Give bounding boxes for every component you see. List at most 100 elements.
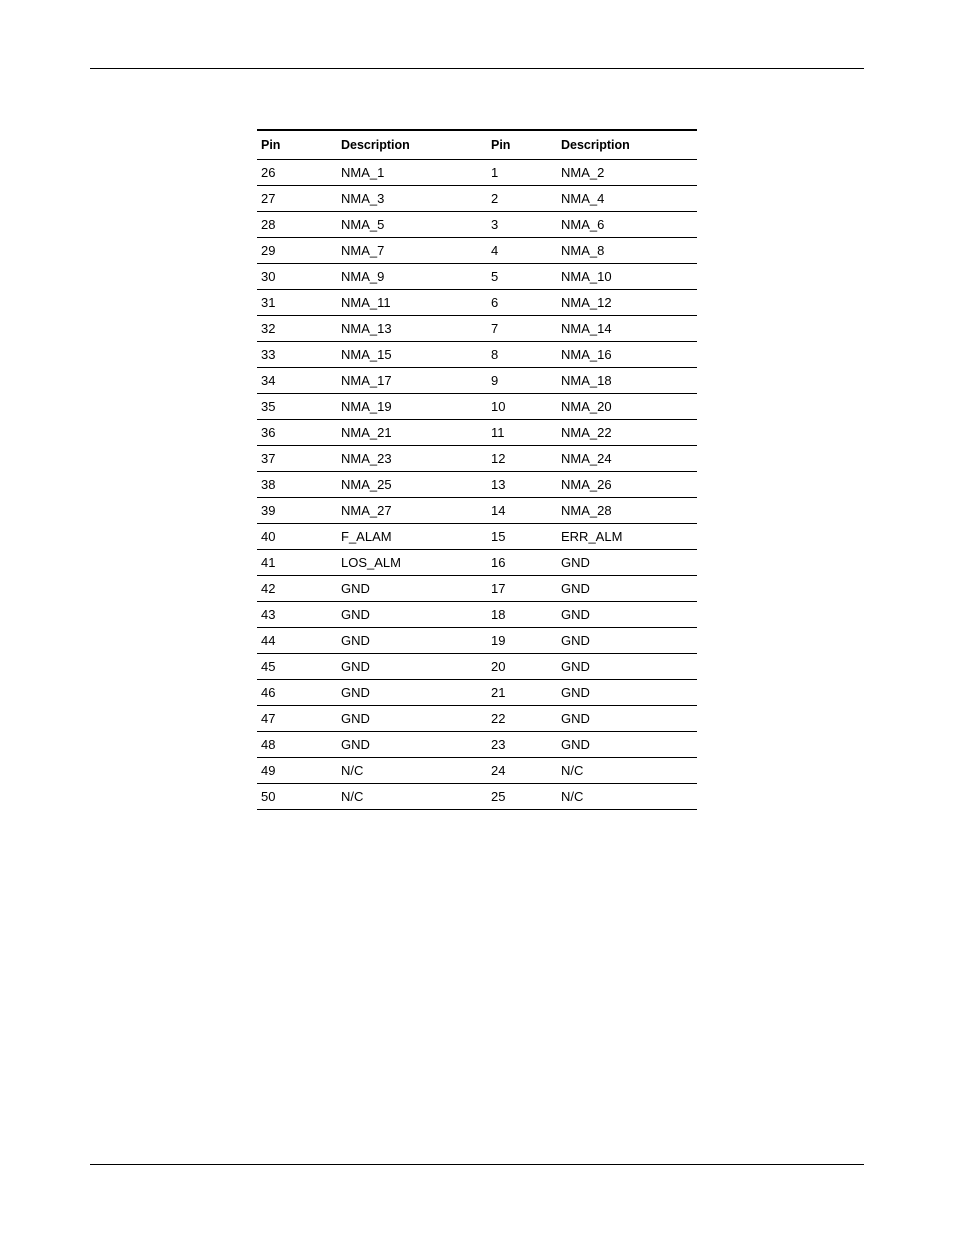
table-cell: NMA_21: [337, 420, 487, 446]
table-cell: 32: [257, 316, 337, 342]
table-cell: NMA_23: [337, 446, 487, 472]
table-cell: NMA_22: [557, 420, 697, 446]
table-row: 41LOS_ALM16GND: [257, 550, 697, 576]
table-cell: GND: [337, 654, 487, 680]
table-cell: 49: [257, 758, 337, 784]
column-header-pin-b: Pin: [487, 130, 557, 160]
table-row: 26NMA_11NMA_2: [257, 160, 697, 186]
table-cell: GND: [557, 550, 697, 576]
table-cell: 38: [257, 472, 337, 498]
table-cell: NMA_11: [337, 290, 487, 316]
table-cell: F_ALAM: [337, 524, 487, 550]
column-header-pin-a: Pin: [257, 130, 337, 160]
table-cell: NMA_15: [337, 342, 487, 368]
table-cell: NMA_12: [557, 290, 697, 316]
table-row: 48GND23GND: [257, 732, 697, 758]
table-cell: 23: [487, 732, 557, 758]
table-cell: 1: [487, 160, 557, 186]
table-cell: GND: [557, 576, 697, 602]
table-cell: 29: [257, 238, 337, 264]
table-cell: 45: [257, 654, 337, 680]
table-cell: 36: [257, 420, 337, 446]
table-cell: NMA_17: [337, 368, 487, 394]
table-cell: 14: [487, 498, 557, 524]
table-cell: NMA_18: [557, 368, 697, 394]
table-row: 30NMA_95NMA_10: [257, 264, 697, 290]
table-row: 40F_ALAM15ERR_ALM: [257, 524, 697, 550]
table-cell: NMA_27: [337, 498, 487, 524]
table-cell: 24: [487, 758, 557, 784]
table-cell: NMA_9: [337, 264, 487, 290]
table-cell: 7: [487, 316, 557, 342]
table-cell: 18: [487, 602, 557, 628]
pin-description-table: Pin Description Pin Description 26NMA_11…: [257, 129, 697, 810]
table-cell: 39: [257, 498, 337, 524]
table-cell: NMA_2: [557, 160, 697, 186]
table-cell: 13: [487, 472, 557, 498]
table-cell: GND: [337, 602, 487, 628]
table-header: Pin Description Pin Description: [257, 130, 697, 160]
table-cell: 20: [487, 654, 557, 680]
column-header-description-a: Description: [337, 130, 487, 160]
table-cell: 21: [487, 680, 557, 706]
table-cell: GND: [557, 654, 697, 680]
table-row: 31NMA_116NMA_12: [257, 290, 697, 316]
table-container: Pin Description Pin Description 26NMA_11…: [257, 129, 697, 810]
table-cell: 31: [257, 290, 337, 316]
table-cell: GND: [557, 706, 697, 732]
table-cell: 33: [257, 342, 337, 368]
table-cell: 3: [487, 212, 557, 238]
table-cell: 19: [487, 628, 557, 654]
table-cell: 5: [487, 264, 557, 290]
table-row: 42GND17GND: [257, 576, 697, 602]
table-cell: NMA_7: [337, 238, 487, 264]
table-cell: 48: [257, 732, 337, 758]
table-cell: 42: [257, 576, 337, 602]
table-cell: 22: [487, 706, 557, 732]
table-cell: 11: [487, 420, 557, 446]
table-cell: N/C: [557, 758, 697, 784]
table-row: 47GND22GND: [257, 706, 697, 732]
table-cell: 50: [257, 784, 337, 810]
table-row: 36NMA_2111NMA_22: [257, 420, 697, 446]
table-row: 33NMA_158NMA_16: [257, 342, 697, 368]
table-cell: 26: [257, 160, 337, 186]
table-cell: NMA_25: [337, 472, 487, 498]
table-cell: 28: [257, 212, 337, 238]
table-cell: 16: [487, 550, 557, 576]
table-cell: NMA_5: [337, 212, 487, 238]
table-cell: NMA_19: [337, 394, 487, 420]
table-row: 34NMA_179NMA_18: [257, 368, 697, 394]
table-row: 35NMA_1910NMA_20: [257, 394, 697, 420]
table-cell: 8: [487, 342, 557, 368]
column-header-description-b: Description: [557, 130, 697, 160]
table-cell: NMA_3: [337, 186, 487, 212]
table-cell: 17: [487, 576, 557, 602]
table-row: 38NMA_2513NMA_26: [257, 472, 697, 498]
table-cell: LOS_ALM: [337, 550, 487, 576]
table-row: 46GND21GND: [257, 680, 697, 706]
table-cell: NMA_20: [557, 394, 697, 420]
table-cell: 46: [257, 680, 337, 706]
table-row: 37NMA_2312NMA_24: [257, 446, 697, 472]
table-row: 50N/C25N/C: [257, 784, 697, 810]
table-cell: GND: [337, 706, 487, 732]
table-cell: N/C: [337, 784, 487, 810]
table-cell: NMA_8: [557, 238, 697, 264]
table-cell: 4: [487, 238, 557, 264]
table-row: 43GND18GND: [257, 602, 697, 628]
table-row: 28NMA_53NMA_6: [257, 212, 697, 238]
table-cell: 2: [487, 186, 557, 212]
table-cell: 9: [487, 368, 557, 394]
table-cell: NMA_6: [557, 212, 697, 238]
table-cell: 30: [257, 264, 337, 290]
table-cell: NMA_24: [557, 446, 697, 472]
table-cell: GND: [557, 628, 697, 654]
table-row: 44GND19GND: [257, 628, 697, 654]
table-cell: ERR_ALM: [557, 524, 697, 550]
table-cell: 10: [487, 394, 557, 420]
table-cell: NMA_26: [557, 472, 697, 498]
table-cell: 12: [487, 446, 557, 472]
table-cell: NMA_10: [557, 264, 697, 290]
table-cell: GND: [337, 576, 487, 602]
